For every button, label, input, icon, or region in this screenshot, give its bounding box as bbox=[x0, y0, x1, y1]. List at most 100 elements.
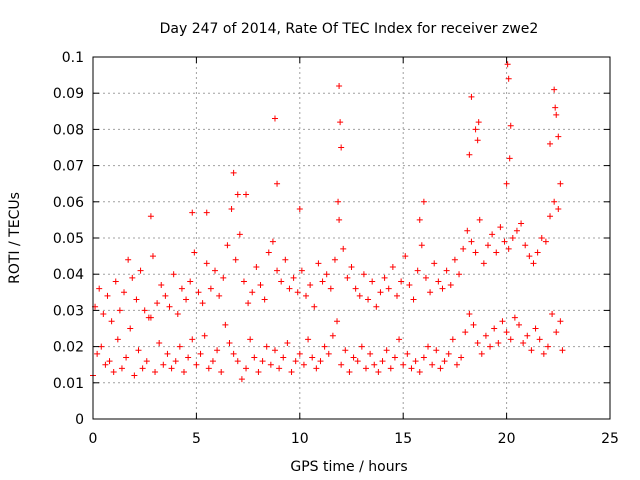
data-point bbox=[346, 368, 353, 375]
data-point bbox=[337, 119, 344, 126]
data-point bbox=[274, 180, 281, 187]
data-point bbox=[447, 282, 454, 289]
data-point bbox=[342, 347, 349, 354]
data-point bbox=[174, 311, 181, 318]
data-point bbox=[420, 198, 427, 205]
data-point bbox=[443, 267, 450, 274]
data-point bbox=[156, 339, 163, 346]
data-point bbox=[222, 321, 229, 328]
data-point bbox=[381, 274, 388, 281]
data-point bbox=[371, 361, 378, 368]
data-point bbox=[278, 278, 285, 285]
x-tick-label: 25 bbox=[601, 431, 619, 447]
data-point bbox=[503, 180, 510, 187]
data-point bbox=[296, 350, 303, 357]
data-point bbox=[416, 368, 423, 375]
data-point bbox=[340, 245, 347, 252]
data-point bbox=[152, 368, 159, 375]
data-point bbox=[462, 329, 469, 336]
data-point bbox=[437, 365, 444, 372]
data-point bbox=[474, 339, 481, 346]
data-point bbox=[271, 347, 278, 354]
data-point bbox=[542, 238, 549, 245]
data-point bbox=[466, 311, 473, 318]
data-point bbox=[230, 350, 237, 357]
data-point bbox=[189, 209, 196, 216]
data-point bbox=[294, 289, 301, 296]
data-point bbox=[534, 249, 541, 256]
x-axis-label: GPS time / hours bbox=[290, 459, 407, 475]
data-point bbox=[516, 321, 523, 328]
data-point bbox=[218, 368, 225, 375]
data-point bbox=[224, 242, 231, 249]
data-point bbox=[344, 274, 351, 281]
data-point bbox=[238, 376, 245, 383]
data-point bbox=[170, 271, 177, 278]
data-point bbox=[501, 238, 508, 245]
data-point bbox=[472, 249, 479, 256]
data-point bbox=[201, 332, 208, 339]
data-point bbox=[398, 278, 405, 285]
data-point bbox=[139, 365, 146, 372]
data-point bbox=[127, 325, 134, 332]
data-point bbox=[475, 119, 482, 126]
data-point bbox=[207, 285, 214, 292]
data-point bbox=[214, 347, 221, 354]
data-point bbox=[125, 256, 132, 263]
data-point bbox=[168, 365, 175, 372]
data-point bbox=[433, 347, 440, 354]
data-point bbox=[365, 296, 372, 303]
data-point bbox=[267, 361, 274, 368]
data-point bbox=[112, 278, 119, 285]
data-point bbox=[110, 368, 117, 375]
data-point bbox=[137, 267, 144, 274]
data-point bbox=[524, 332, 531, 339]
data-point bbox=[191, 249, 198, 256]
data-point bbox=[311, 303, 318, 310]
data-point bbox=[259, 358, 266, 365]
data-point bbox=[166, 303, 173, 310]
data-point bbox=[197, 350, 204, 357]
data-point bbox=[511, 314, 518, 321]
x-tick-label: 20 bbox=[498, 431, 516, 447]
data-point bbox=[257, 282, 264, 289]
data-point bbox=[162, 292, 169, 299]
data-point bbox=[94, 350, 101, 357]
data-point bbox=[255, 368, 262, 375]
data-point bbox=[551, 86, 558, 93]
data-point bbox=[143, 358, 150, 365]
y-axis-label: ROTI / TECUs bbox=[7, 192, 23, 284]
data-point bbox=[185, 354, 192, 361]
x-tick-label: 0 bbox=[89, 431, 98, 447]
data-point bbox=[114, 336, 121, 343]
data-point bbox=[412, 358, 419, 365]
data-point bbox=[269, 238, 276, 245]
data-point bbox=[445, 350, 452, 357]
data-point bbox=[104, 292, 111, 299]
data-point bbox=[358, 343, 365, 350]
data-point bbox=[400, 361, 407, 368]
y-tick-label: 0.04 bbox=[53, 267, 84, 283]
data-point bbox=[183, 296, 190, 303]
data-point bbox=[348, 263, 355, 270]
data-point bbox=[495, 339, 502, 346]
data-point bbox=[402, 253, 409, 260]
data-point bbox=[323, 271, 330, 278]
data-point bbox=[245, 300, 252, 307]
data-point bbox=[98, 343, 105, 350]
data-point bbox=[422, 274, 429, 281]
data-point bbox=[451, 256, 458, 263]
data-point bbox=[505, 75, 512, 82]
data-point bbox=[123, 354, 130, 361]
data-point bbox=[199, 300, 206, 307]
data-point bbox=[335, 198, 342, 205]
data-point bbox=[141, 307, 148, 314]
data-point bbox=[321, 343, 328, 350]
data-point bbox=[377, 289, 384, 296]
data-point bbox=[410, 296, 417, 303]
y-tick-label: 0.02 bbox=[53, 340, 84, 356]
data-point bbox=[552, 104, 559, 111]
data-point bbox=[408, 365, 415, 372]
data-point bbox=[116, 307, 123, 314]
data-point bbox=[234, 358, 241, 365]
